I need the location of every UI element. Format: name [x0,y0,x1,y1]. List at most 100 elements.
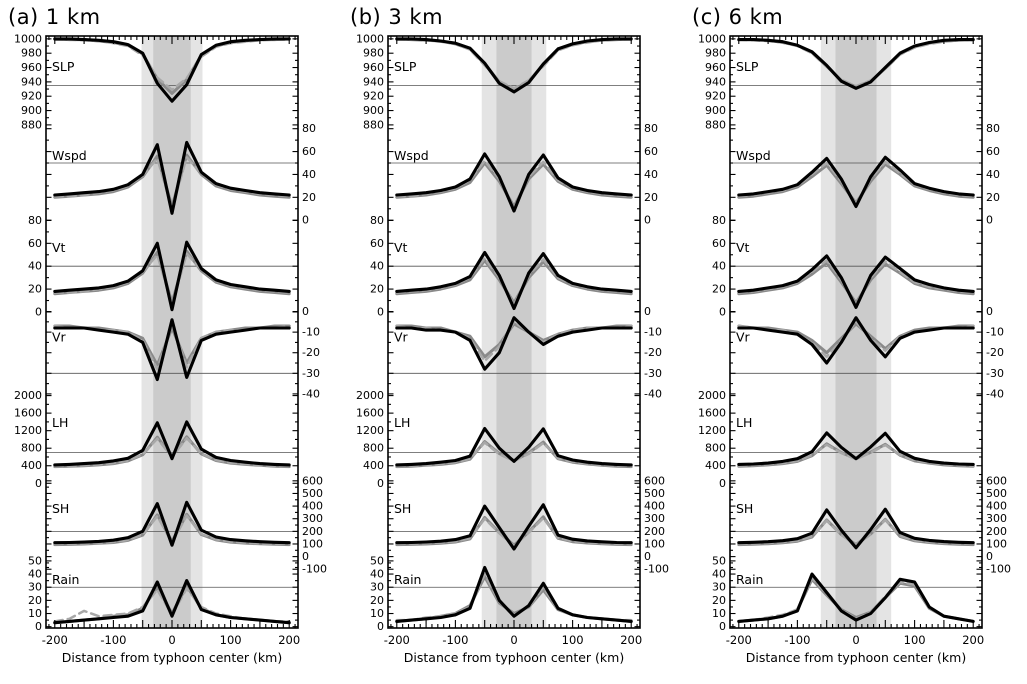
ytick-label-Vt: 20 [712,283,726,296]
ytick-label-LH: 0 [35,477,42,490]
ytick-label-Vt: 0 [719,305,726,318]
xtick-label: 0 [852,633,859,647]
ytick-label-Wspd: 80 [644,122,658,135]
ytick-label-LH: 1200 [698,424,726,437]
ytick-label-Vr: 0 [644,305,651,318]
curve-SLP-black [395,37,633,94]
curve-Rain-black [53,579,291,625]
axis-ticks [730,36,982,628]
ytick-label-Rain: 30 [370,581,384,594]
ytick-label-Vt: 20 [370,283,384,296]
var-label-SLP: SLP [736,59,759,74]
var-label-SH: SH [52,501,69,516]
xtick-label: 200 [620,633,642,647]
ytick-label-SH: 0 [986,550,993,563]
ytick-label-Vt: 40 [370,260,384,273]
curve-SLP-black [53,37,291,103]
ytick-label-Vr: -10 [644,326,662,339]
ytick-label-Wspd: 0 [302,214,309,227]
ytick-label-SH: 600 [302,474,323,487]
curve-Vr-black [395,316,633,371]
plot-frame [729,35,983,629]
var-label-LH: LH [52,415,68,430]
panel-c-title: (c) 6 km [692,5,784,29]
ytick-label-LH: 400 [21,459,42,472]
ytick-label-Wspd: 20 [644,191,658,204]
ytick-label-LH: 400 [363,459,384,472]
ytick-label-Vt: 40 [712,260,726,273]
var-label-SLP: SLP [52,59,75,74]
ytick-label-Vt: 80 [28,214,42,227]
ytick-label-SLP: 920 [21,90,42,103]
var-label-Vt: Vt [736,240,750,255]
shading-bands [820,36,892,628]
var-label-Vr: Vr [52,329,67,344]
ytick-label-Rain: 30 [712,581,726,594]
xtick-label: -200 [42,633,68,647]
var-label-Wspd: Wspd [736,148,771,163]
ytick-label-SLP: 980 [21,47,42,60]
ytick-label-SH: 500 [644,487,665,500]
ytick-label-SLP: 980 [363,47,384,60]
ytick-label-LH: 0 [719,477,726,490]
reference-lines [46,85,298,588]
ytick-label-SLP: 920 [363,90,384,103]
curve-SH-black [737,507,975,550]
ytick-label-Wspd: 20 [986,191,1000,204]
ytick-label-Wspd: 40 [644,168,658,181]
ytick-label-Vr: -30 [644,367,662,380]
ytick-label-LH: 800 [363,442,384,455]
ytick-label-SLP: 1000 [14,32,42,45]
ytick-label-Vr: 0 [302,305,309,318]
ytick-label-Vt: 80 [712,214,726,227]
panel-b-chart: 1000980960940920900880SLP806040200Wspd80… [356,32,669,665]
ytick-label-Vr: -40 [644,387,662,400]
ytick-label-SLP: 900 [21,104,42,117]
xtick-label: 0 [168,633,175,647]
ytick-label-SLP: 880 [21,118,42,131]
ytick-label-Rain: 50 [370,554,384,567]
ytick-label-LH: 1600 [356,407,384,420]
ytick-label-Rain: 0 [377,620,384,633]
ytick-label-Wspd: 40 [986,168,1000,181]
ytick-label-Rain: 10 [370,607,384,620]
panel-c-chart: 1000980960940920900880SLP806040200Wspd80… [698,32,1011,665]
ytick-label-Vt: 20 [28,283,42,296]
curves [737,38,975,623]
ytick-label-LH: 1200 [14,424,42,437]
panel-a-title: (a) 1 km [8,5,101,29]
xtick-label: -100 [784,633,810,647]
ytick-label-Vr: -20 [986,346,1004,359]
curve-Vt-black [53,240,291,312]
var-label-SH: SH [394,501,411,516]
ytick-label-Rain: 40 [370,568,384,581]
ytick-label-Wspd: 60 [644,145,658,158]
ytick-label-SLP: 960 [21,61,42,74]
var-label-Rain: Rain [736,572,763,587]
ytick-label-SH: 0 [644,550,651,563]
curve-SH-black [395,503,633,551]
ytick-label-SH: 600 [644,474,665,487]
ytick-label-SLP: 960 [363,61,384,74]
ytick-label-SLP: 940 [363,75,384,88]
ytick-label-Wspd: 80 [302,122,316,135]
axis-labels: 1000980960940920900880SLP806040200Wspd80… [356,32,669,665]
ytick-label-SH: 400 [644,500,665,513]
ytick-label-Rain: 20 [712,594,726,607]
ytick-label-Rain: 30 [28,581,42,594]
ytick-label-LH: 1600 [698,407,726,420]
shading-bands [481,36,547,628]
curve-SLP-black [737,38,975,90]
var-label-Wspd: Wspd [394,148,429,163]
xtick-label: 100 [220,633,242,647]
ytick-label-Wspd: 0 [986,214,993,227]
ytick-label-Wspd: 60 [986,145,1000,158]
ytick-label-Vt: 60 [370,237,384,250]
ytick-label-Vt: 60 [712,237,726,250]
curves [395,37,633,623]
curve-Vt-black [395,250,633,311]
var-label-Rain: Rain [52,572,79,587]
ytick-label-SLP: 1000 [356,32,384,45]
curve-Wspd-black [395,152,633,213]
panel-a-chart: 1000980960940920900880SLP806040200Wspd80… [14,32,327,665]
